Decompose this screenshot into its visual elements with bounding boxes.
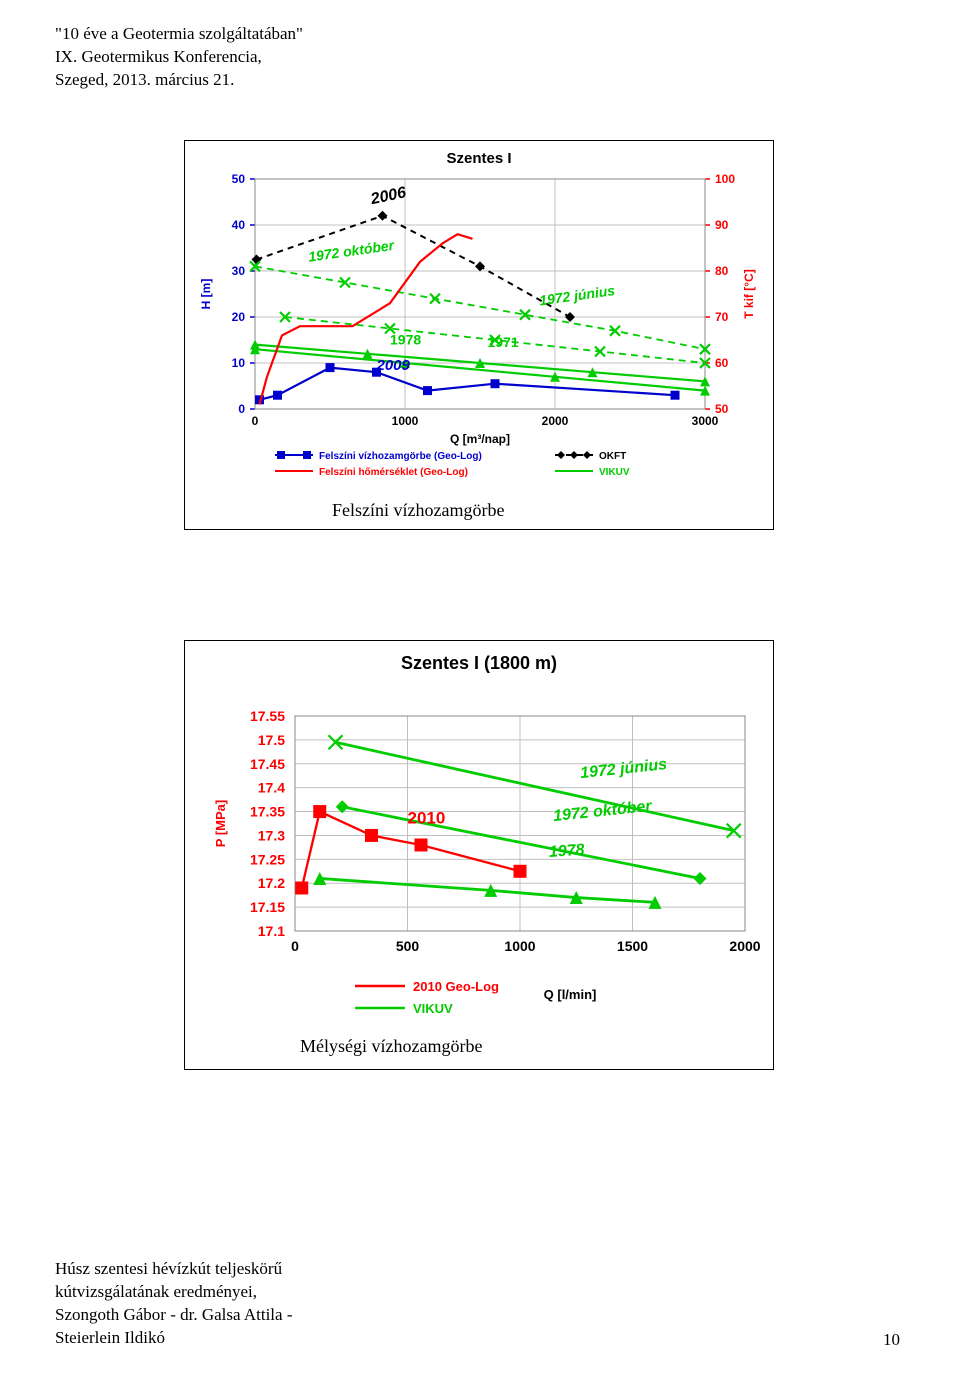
svg-text:2010: 2010 bbox=[408, 809, 446, 828]
svg-text:17.1: 17.1 bbox=[258, 923, 285, 939]
chart-2-container: Szentes I (1800 m) 0 500 1000 1500 2000 17.1 17… bbox=[184, 640, 774, 1070]
svg-text:Q [m³/nap]: Q [m³/nap] bbox=[450, 432, 510, 446]
header-block: "10 éve a Geotermia szolgáltatában" IX. … bbox=[55, 23, 303, 92]
svg-text:T kif [°C]: T kif [°C] bbox=[742, 269, 756, 318]
svg-text:Szentes I: Szentes I bbox=[446, 150, 511, 167]
svg-text:1000: 1000 bbox=[392, 414, 419, 428]
svg-text:40: 40 bbox=[232, 218, 246, 232]
svg-text:17.2: 17.2 bbox=[258, 875, 285, 891]
svg-text:Q [l/min]: Q [l/min] bbox=[544, 987, 597, 1002]
svg-text:Felszíni hőmérséklet (Geo-Log): Felszíni hőmérséklet (Geo-Log) bbox=[319, 467, 468, 478]
svg-text:VIKUV: VIKUV bbox=[413, 1001, 453, 1016]
footer-line: Szongoth Gábor - dr. Galsa Attila - bbox=[55, 1304, 293, 1327]
svg-text:1978: 1978 bbox=[390, 332, 421, 348]
header-line: Szeged, 2013. március 21. bbox=[55, 69, 303, 92]
header-line: IX. Geotermikus Konferencia, bbox=[55, 46, 303, 69]
svg-text:2010 Geo-Log: 2010 Geo-Log bbox=[413, 979, 499, 994]
svg-text:1500: 1500 bbox=[617, 938, 648, 954]
svg-text:100: 100 bbox=[715, 172, 735, 186]
svg-text:50: 50 bbox=[715, 402, 729, 416]
chart-2-caption: Mélységi vízhozamgörbe bbox=[300, 1036, 482, 1057]
svg-text:30: 30 bbox=[232, 264, 246, 278]
svg-text:Szentes I (1800 m): Szentes I (1800 m) bbox=[401, 653, 557, 673]
svg-text:17.35: 17.35 bbox=[250, 804, 285, 820]
footer-line: Húsz szentesi hévízkút teljeskörű bbox=[55, 1258, 293, 1281]
svg-text:17.4: 17.4 bbox=[258, 780, 285, 796]
svg-text:1972 október: 1972 október bbox=[307, 237, 396, 265]
svg-text:2009: 2009 bbox=[376, 357, 411, 374]
svg-text:OKFT: OKFT bbox=[599, 451, 626, 462]
svg-text:1000: 1000 bbox=[504, 938, 535, 954]
chart-1-container: Szentes I 0 1000 2000 3000 0 10 20 30 40 50 50 60 70 8… bbox=[184, 140, 774, 530]
svg-text:VIKUV: VIKUV bbox=[599, 467, 630, 478]
svg-text:60: 60 bbox=[715, 356, 729, 370]
chart-1-caption: Felszíni vízhozamgörbe bbox=[332, 500, 504, 521]
svg-text:90: 90 bbox=[715, 218, 729, 232]
svg-text:2000: 2000 bbox=[729, 938, 760, 954]
svg-text:17.5: 17.5 bbox=[258, 732, 285, 748]
svg-text:80: 80 bbox=[715, 264, 729, 278]
svg-text:17.55: 17.55 bbox=[250, 708, 285, 724]
footer-line: Steierlein Ildikó bbox=[55, 1327, 293, 1350]
svg-text:0: 0 bbox=[252, 414, 259, 428]
svg-text:Felszíni vízhozamgörbe (Geo-Lo: Felszíni vízhozamgörbe (Geo-Log) bbox=[319, 451, 482, 462]
svg-text:1971: 1971 bbox=[488, 334, 519, 350]
svg-text:2006: 2006 bbox=[368, 184, 407, 208]
svg-text:3000: 3000 bbox=[692, 414, 719, 428]
footer-block: Húsz szentesi hévízkút teljeskörű kútviz… bbox=[55, 1258, 293, 1350]
svg-text:2000: 2000 bbox=[542, 414, 569, 428]
svg-text:0: 0 bbox=[238, 402, 245, 416]
svg-text:500: 500 bbox=[396, 938, 420, 954]
svg-text:17.45: 17.45 bbox=[250, 756, 285, 772]
svg-text:1972 június: 1972 június bbox=[538, 282, 616, 308]
header-line: "10 éve a Geotermia szolgáltatában" bbox=[55, 23, 303, 46]
svg-text:17.25: 17.25 bbox=[250, 851, 285, 867]
footer-line: kútvizsgálatának eredményei, bbox=[55, 1281, 293, 1304]
svg-text:0: 0 bbox=[291, 938, 299, 954]
svg-text:17.3: 17.3 bbox=[258, 827, 285, 843]
svg-text:1978: 1978 bbox=[548, 841, 585, 860]
svg-text:P [MPa]: P [MPa] bbox=[213, 800, 228, 847]
svg-text:20: 20 bbox=[232, 310, 246, 324]
svg-text:17.15: 17.15 bbox=[250, 899, 285, 915]
svg-text:70: 70 bbox=[715, 310, 729, 324]
page-number: 10 bbox=[883, 1330, 900, 1350]
svg-text:1972 június: 1972 június bbox=[579, 756, 668, 782]
svg-text:H [m]: H [m] bbox=[199, 279, 213, 310]
svg-text:50: 50 bbox=[232, 172, 246, 186]
svg-text:10: 10 bbox=[232, 356, 246, 370]
